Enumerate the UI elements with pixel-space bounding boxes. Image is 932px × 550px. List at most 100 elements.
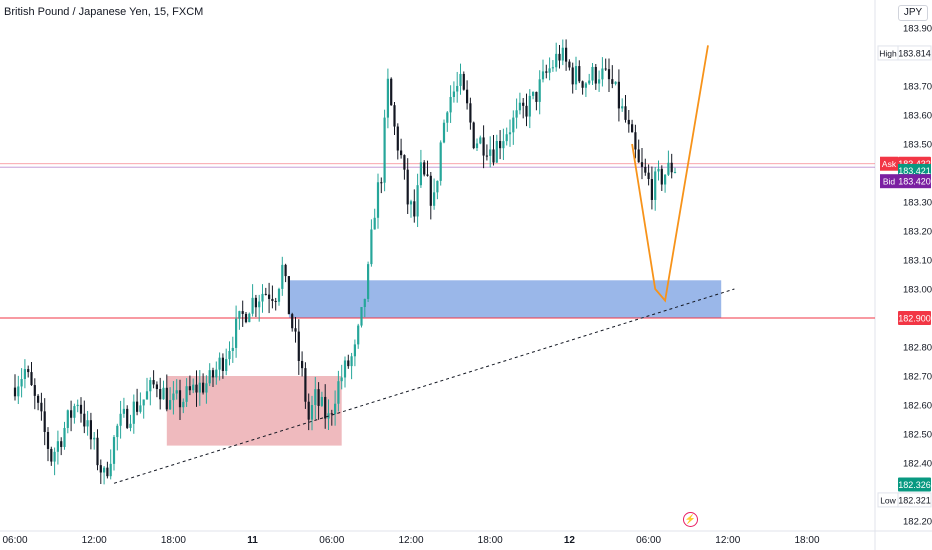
candle-body bbox=[396, 126, 399, 151]
candle-body bbox=[525, 105, 528, 117]
candle-body bbox=[195, 384, 198, 393]
candle-body bbox=[13, 387, 17, 397]
bid-value: 183.420 bbox=[898, 177, 931, 187]
y-tick-label: 182.500 bbox=[903, 430, 932, 441]
candle-body bbox=[654, 171, 657, 200]
candle-body bbox=[429, 175, 432, 206]
levels-layer bbox=[0, 163, 875, 319]
ask-name: Ask bbox=[882, 159, 897, 169]
y-tick-label: 182.200 bbox=[903, 517, 932, 528]
candle-body bbox=[175, 390, 178, 394]
y-tick-label: 183.100 bbox=[903, 256, 932, 267]
candle-body bbox=[304, 368, 307, 402]
candle-body bbox=[647, 172, 650, 180]
y-tick-label: 183.300 bbox=[903, 198, 932, 209]
candle-body bbox=[149, 380, 152, 392]
currency-button[interactable]: JPY bbox=[898, 5, 928, 21]
x-tick-label: 06:00 bbox=[636, 535, 661, 546]
candle-body bbox=[621, 106, 624, 109]
candle-body bbox=[637, 149, 640, 163]
candle-body bbox=[442, 122, 446, 143]
candle-body bbox=[96, 437, 99, 466]
candle-body bbox=[178, 390, 182, 408]
candle-body bbox=[202, 382, 205, 393]
candle-body bbox=[390, 78, 393, 106]
candle-body bbox=[205, 383, 208, 393]
candle-body bbox=[235, 318, 238, 348]
candle-body bbox=[607, 69, 611, 80]
candle-body bbox=[367, 264, 370, 299]
y-tick-label: 183.500 bbox=[903, 140, 932, 151]
candle-body bbox=[489, 149, 492, 156]
high-name: High bbox=[879, 48, 897, 58]
bid-badge bbox=[898, 174, 931, 189]
candle-body bbox=[624, 106, 627, 120]
candle-body bbox=[419, 162, 422, 186]
candle-body bbox=[271, 298, 274, 301]
candle-body bbox=[169, 400, 172, 410]
x-tick-label: 18:00 bbox=[161, 535, 186, 546]
candle-body bbox=[145, 391, 149, 400]
candle-body bbox=[60, 441, 63, 447]
candle-body bbox=[165, 387, 168, 410]
candle-body bbox=[142, 399, 145, 406]
candle-body bbox=[93, 437, 96, 440]
candle-body bbox=[446, 112, 449, 123]
candle-body bbox=[350, 356, 353, 367]
candle-body bbox=[492, 149, 495, 163]
candle-body bbox=[33, 385, 36, 396]
y-tick-label: 182.400 bbox=[903, 459, 932, 470]
candle-body bbox=[535, 91, 538, 102]
candle-body bbox=[347, 360, 350, 367]
support-badge bbox=[898, 311, 931, 325]
candle-body bbox=[571, 67, 574, 85]
support-value: 182.900 bbox=[898, 314, 931, 324]
candle-body bbox=[515, 110, 518, 118]
candles-layer bbox=[13, 39, 677, 485]
x-tick-label: 12:00 bbox=[398, 535, 423, 546]
candle-body bbox=[670, 162, 673, 173]
candle-body bbox=[185, 386, 188, 402]
candle-body bbox=[380, 182, 383, 184]
candle-body bbox=[258, 301, 261, 308]
candle-body bbox=[268, 294, 271, 299]
candle-body bbox=[132, 401, 135, 424]
candle-body bbox=[400, 150, 403, 156]
candle-body bbox=[76, 404, 79, 407]
candle-body bbox=[324, 396, 327, 419]
candle-body bbox=[73, 406, 76, 418]
candle-body bbox=[228, 350, 231, 360]
candle-body bbox=[617, 81, 620, 109]
candle-body bbox=[386, 78, 389, 118]
candle-body bbox=[482, 137, 485, 156]
candle-body bbox=[301, 360, 304, 369]
flash-icon[interactable]: ⚡ bbox=[683, 512, 698, 527]
candle-body bbox=[466, 89, 469, 104]
candle-body bbox=[122, 408, 125, 414]
candle-body bbox=[126, 408, 129, 428]
candle-body bbox=[70, 410, 73, 418]
candle-body bbox=[337, 381, 340, 404]
price-labels: High183.814Ask183.432183.42111:23Bid183.… bbox=[877, 45, 932, 508]
candle-body bbox=[284, 264, 287, 277]
candle-body bbox=[551, 67, 554, 69]
candle-body bbox=[363, 298, 366, 308]
time-axis: 06:00 12:00 18:00 11 06:00 12:00 18:00 12 06:00 1… bbox=[2, 535, 819, 546]
candle-body bbox=[578, 66, 581, 82]
candle-body bbox=[574, 66, 578, 85]
candle-body bbox=[291, 314, 294, 329]
x-tick-label: 18:00 bbox=[794, 535, 819, 546]
candle-body bbox=[634, 132, 637, 150]
candle-body bbox=[27, 369, 30, 373]
candle-body bbox=[40, 402, 43, 412]
candle-body bbox=[439, 142, 442, 181]
candle-body bbox=[409, 201, 413, 205]
candle-body bbox=[307, 401, 310, 420]
candle-body bbox=[231, 347, 234, 351]
marker-value: 182.326 bbox=[898, 480, 931, 490]
candle-body bbox=[538, 79, 541, 102]
candle-body bbox=[594, 66, 597, 84]
demand-zone-blue bbox=[288, 280, 722, 318]
candle-body bbox=[103, 467, 106, 473]
